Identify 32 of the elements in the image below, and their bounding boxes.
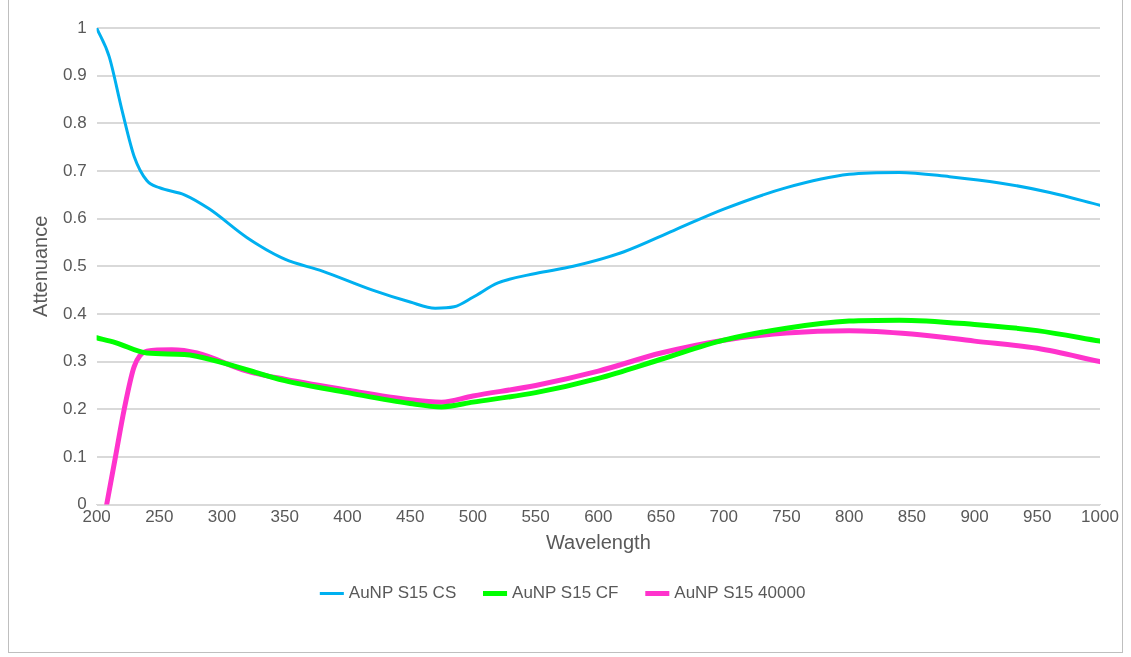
y-tick-label: 0.1 <box>62 446 87 466</box>
y-tick-label: 0.8 <box>62 113 87 133</box>
y-axis-title: Attenuance <box>28 215 51 317</box>
x-tick-label: 600 <box>584 507 613 527</box>
y-tick-label: 0.4 <box>62 303 87 323</box>
y-tick-label: 0.3 <box>62 351 87 371</box>
x-tick-label: 300 <box>207 507 237 527</box>
x-tick-label: 350 <box>270 507 299 527</box>
legend-label: AuNP S15 CS <box>348 583 457 603</box>
y-tick-label: 1 <box>77 17 87 37</box>
x-tick-label: 650 <box>646 507 676 527</box>
x-tick-label: 950 <box>1023 507 1052 527</box>
y-tick-label: 0.6 <box>62 208 87 228</box>
y-tick-label: 0.9 <box>62 65 87 85</box>
y-tick-label: 0.7 <box>62 160 87 180</box>
x-tick-label: 500 <box>458 507 488 527</box>
legend-label: AuNP S15 CF <box>512 583 619 603</box>
legend-label: AuNP S15 40000 <box>674 583 806 603</box>
x-tick-label: 450 <box>396 507 425 527</box>
x-tick-label: 400 <box>333 507 362 527</box>
x-tick-label: 900 <box>960 507 989 527</box>
x-tick-label: 1000 <box>1081 507 1119 527</box>
y-tick-label: 0.2 <box>62 398 87 418</box>
x-axis-title: Wavelength <box>545 530 651 553</box>
y-tick-label: 0.5 <box>62 255 87 275</box>
x-tick-label: 800 <box>834 507 864 527</box>
x-tick-label: 850 <box>897 507 927 527</box>
x-tick-label: 550 <box>521 507 550 527</box>
x-tick-label: 750 <box>772 507 801 527</box>
x-tick-label: 700 <box>709 507 738 527</box>
x-tick-label: 250 <box>145 507 174 527</box>
line-series <box>96 28 1100 310</box>
